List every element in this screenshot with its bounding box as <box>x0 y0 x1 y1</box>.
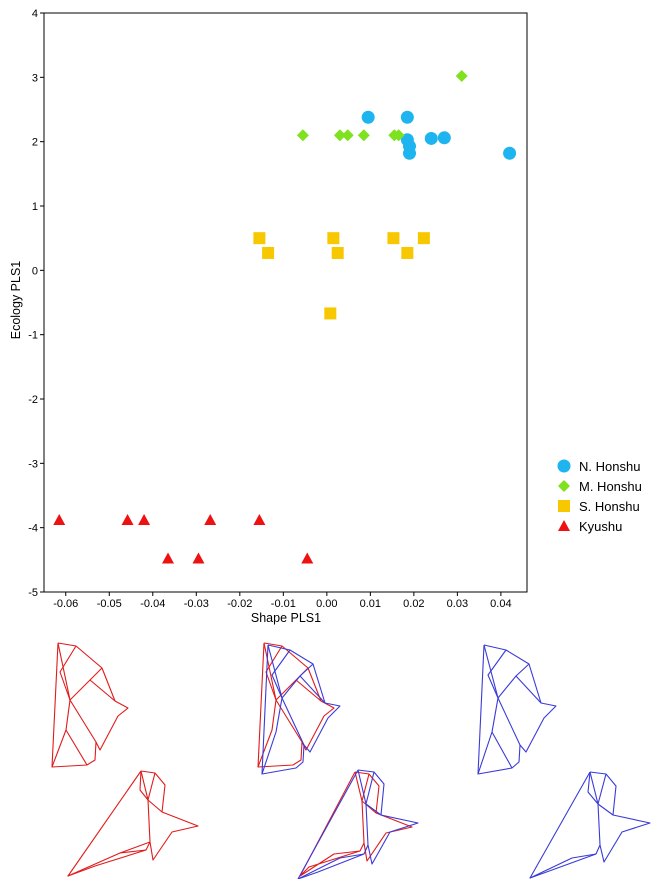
data-point-kyushu <box>53 513 66 525</box>
wireframe-red-bottom <box>67 770 199 877</box>
data-point-s-honshu <box>324 307 337 320</box>
data-point-s-honshu <box>401 246 414 259</box>
data-point-kyushu <box>121 513 134 525</box>
data-point-s-honshu <box>331 246 344 259</box>
data-point-s-honshu <box>262 246 275 259</box>
data-point-n-honshu <box>361 110 375 124</box>
axes: -0.06 -0.05 -0.04 -0.03 -0.02 -0.01 0.00 0.01 0.… <box>28 8 528 610</box>
wireframe-red-top <box>51 642 129 768</box>
legend-item-m-honshu: M. Honshu <box>555 476 642 496</box>
y-tick-label: 3 <box>32 72 38 84</box>
data-point-kyushu <box>192 552 205 564</box>
data-point-m-honshu <box>392 129 405 142</box>
data-point-m-honshu <box>333 129 346 142</box>
x-tick-label: -0.03 <box>184 598 209 610</box>
data-point-n-honshu <box>424 131 438 145</box>
y-tick-label: 4 <box>32 8 38 20</box>
legend-label: M. Honshu <box>579 478 642 494</box>
wireframe-overlay-top <box>257 642 341 775</box>
x-tick-label: 0.00 <box>316 598 337 610</box>
x-tick-label: -0.04 <box>140 598 165 610</box>
data-point-s-honshu <box>417 232 430 245</box>
diamond-marker-icon <box>558 480 570 492</box>
data-point-kyushu <box>204 513 217 525</box>
wireframe-overlay-bottom <box>297 769 419 879</box>
data-point-m-honshu <box>455 70 468 83</box>
data-point-kyushu <box>301 552 314 564</box>
plot-frame <box>43 12 528 593</box>
legend-label: N. Honshu <box>579 458 641 474</box>
y-tick-label: -3 <box>28 458 38 470</box>
data-point-m-honshu <box>357 129 370 142</box>
x-axis-title: Shape PLS1 <box>251 611 321 625</box>
x-tick-label: 0.04 <box>490 598 511 610</box>
data-points <box>53 70 517 564</box>
y-tick-label: -4 <box>28 523 38 535</box>
x-tick-label: -0.01 <box>271 598 296 610</box>
legend: N. Honshu M. Honshu S. Honshu Kyushu <box>555 456 642 536</box>
scatter-chart: -0.06 -0.05 -0.04 -0.03 -0.02 -0.01 0.00 0.01 0.… <box>9 8 528 625</box>
data-point-m-honshu <box>341 129 354 142</box>
data-point-kyushu <box>138 513 151 525</box>
data-point-kyushu <box>162 552 175 564</box>
data-point-n-honshu <box>400 110 414 124</box>
data-point-n-honshu <box>403 146 417 160</box>
data-point-n-honshu <box>503 146 517 160</box>
y-tick-label: -1 <box>28 330 38 342</box>
triangle-marker-icon <box>558 520 570 531</box>
y-tick-label: 0 <box>32 265 38 277</box>
legend-item-s-honshu: S. Honshu <box>555 496 642 516</box>
x-tick-label: -0.02 <box>227 598 252 610</box>
legend-item-kyushu: Kyushu <box>555 516 642 536</box>
x-tick-label: 0.01 <box>360 598 381 610</box>
data-point-s-honshu <box>253 232 266 245</box>
y-axis-title: Ecology PLS1 <box>9 261 23 340</box>
y-tick-label: -5 <box>28 587 38 599</box>
legend-label: S. Honshu <box>579 498 640 514</box>
y-tick-label: 1 <box>32 201 38 213</box>
x-tick-label: -0.05 <box>97 598 122 610</box>
wireframe-blue-bottom <box>529 771 651 879</box>
y-tick-label: 2 <box>32 137 38 149</box>
data-point-n-honshu <box>437 131 451 145</box>
data-point-s-honshu <box>387 232 400 245</box>
wireframe-blue-top <box>477 644 557 775</box>
data-point-kyushu <box>253 513 266 525</box>
x-tick-label: 0.03 <box>447 598 468 610</box>
shape-wireframes <box>51 642 651 879</box>
legend-label: Kyushu <box>579 518 623 534</box>
x-tick-label: -0.06 <box>53 598 78 610</box>
legend-item-n-honshu: N. Honshu <box>555 456 642 476</box>
data-point-m-honshu <box>296 129 309 142</box>
data-point-s-honshu <box>327 232 340 245</box>
square-marker-icon <box>558 500 570 512</box>
y-tick-label: -2 <box>28 394 38 406</box>
x-tick-label: 0.02 <box>403 598 424 610</box>
circle-marker-icon <box>557 459 571 473</box>
